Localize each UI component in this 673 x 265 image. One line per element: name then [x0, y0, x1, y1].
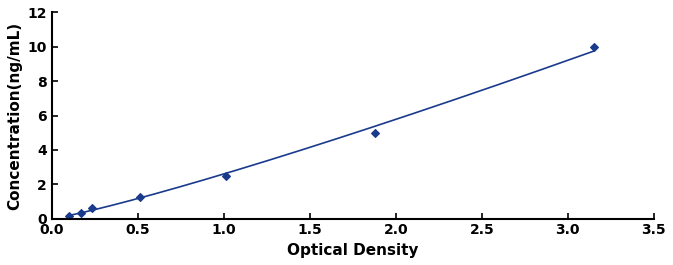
Y-axis label: Concentration(ng/mL): Concentration(ng/mL) [7, 21, 22, 210]
X-axis label: Optical Density: Optical Density [287, 243, 419, 258]
